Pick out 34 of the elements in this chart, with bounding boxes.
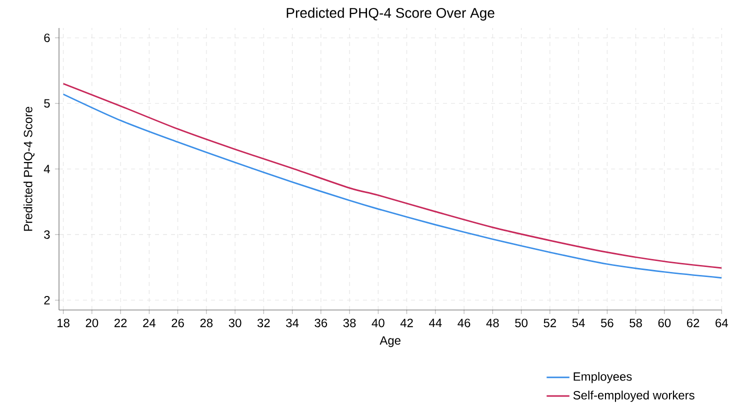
y-tick-label: 2 [44, 296, 50, 304]
x-tick-label: 58 [630, 318, 642, 328]
x-axis-title: Age [380, 336, 400, 348]
y-tick-label: 6 [44, 34, 50, 42]
legend-label: Employees [574, 372, 632, 384]
y-axis-title: Predicted PHQ-4 Score [24, 106, 34, 231]
x-tick-label: 44 [429, 318, 442, 327]
x-tick-label: 64 [716, 318, 728, 328]
x-tick-label: 52 [544, 318, 556, 328]
x-tick-label: 30 [228, 318, 242, 328]
x-tick-label: 34 [286, 318, 299, 328]
x-tick-label: 42 [400, 318, 413, 328]
x-tick-label: 46 [458, 318, 470, 328]
x-tick-label: 60 [658, 318, 671, 328]
legend-label: Self-employed workers [573, 390, 694, 402]
x-tick-label: 36 [314, 318, 328, 328]
x-tick-label: 62 [686, 318, 700, 328]
x-tick-label: 56 [600, 318, 614, 328]
x-tick-label: 22 [114, 318, 127, 328]
x-tick-label: 26 [172, 318, 184, 328]
x-tick-label: 48 [486, 318, 499, 328]
y-tick-label: 5 [44, 99, 50, 108]
x-tick-label: 24 [143, 318, 156, 328]
x-tick-label: 32 [257, 318, 270, 328]
x-tick-label: 54 [572, 318, 585, 328]
y-tick-label: 4 [44, 164, 50, 174]
x-tick-label: 38 [343, 318, 356, 328]
x-tick-label: 50 [515, 318, 528, 328]
x-tick-label: 20 [86, 318, 98, 328]
y-tick-label: 3 [44, 230, 50, 239]
chart-title: Predicted PHQ-4 Score Over Age [286, 8, 494, 21]
x-tick-label: 28 [200, 318, 213, 328]
x-tick-label: 40 [372, 318, 384, 328]
x-tick-label: 18 [58, 318, 70, 328]
